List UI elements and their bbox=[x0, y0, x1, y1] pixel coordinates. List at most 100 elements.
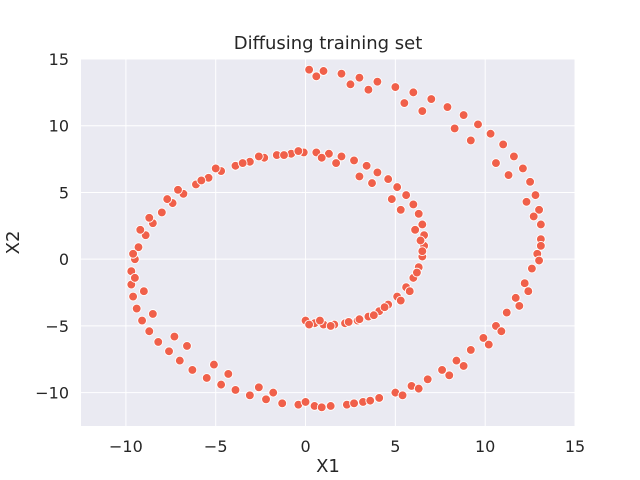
data-point bbox=[336, 68, 347, 79]
data-point bbox=[131, 303, 142, 314]
data-point bbox=[201, 373, 212, 383]
data-point bbox=[277, 398, 288, 409]
data-point bbox=[449, 123, 460, 134]
data-point bbox=[372, 76, 383, 87]
data-point bbox=[253, 382, 264, 393]
data-point bbox=[349, 155, 359, 166]
data-point bbox=[316, 402, 327, 413]
data-point bbox=[169, 331, 180, 342]
data-point bbox=[148, 309, 158, 319]
data-point bbox=[528, 211, 539, 222]
chart-title: Diffusing training set bbox=[234, 33, 423, 54]
data-point bbox=[361, 160, 372, 171]
data-point bbox=[392, 182, 403, 192]
data-point bbox=[139, 286, 149, 297]
data-point bbox=[442, 102, 453, 112]
data-point bbox=[144, 326, 155, 337]
data-point bbox=[354, 314, 365, 325]
x-tick-label: −5 bbox=[204, 437, 228, 456]
x-tick-label: 5 bbox=[390, 437, 400, 456]
data-point bbox=[128, 291, 138, 302]
data-points bbox=[126, 64, 546, 413]
data-point bbox=[491, 158, 501, 168]
data-point bbox=[395, 295, 406, 306]
data-point bbox=[534, 204, 544, 215]
data-point bbox=[417, 106, 428, 116]
data-point bbox=[237, 158, 248, 168]
data-point bbox=[408, 87, 419, 98]
data-point bbox=[187, 365, 198, 375]
data-point bbox=[315, 315, 325, 326]
data-point bbox=[530, 190, 541, 200]
x-tick-label: 15 bbox=[565, 437, 585, 456]
tick-labels: −10 −5 0 5 10 15 −10 −5 0 5 10 15 bbox=[35, 50, 585, 456]
data-point bbox=[300, 397, 311, 407]
data-point bbox=[478, 333, 489, 343]
data-point bbox=[343, 317, 354, 327]
data-point bbox=[527, 263, 537, 274]
data-point bbox=[451, 355, 462, 366]
data-point bbox=[173, 184, 183, 195]
data-point bbox=[383, 174, 394, 184]
data-point bbox=[363, 84, 374, 95]
data-point bbox=[368, 310, 379, 321]
data-point bbox=[354, 171, 365, 182]
data-point bbox=[261, 394, 271, 405]
data-point bbox=[304, 64, 314, 75]
data-point bbox=[521, 196, 532, 207]
data-point bbox=[518, 163, 528, 174]
data-point bbox=[279, 150, 289, 160]
y-tick-label: 10 bbox=[49, 117, 69, 136]
data-point bbox=[216, 379, 226, 390]
data-point bbox=[417, 246, 428, 257]
data-point bbox=[501, 307, 512, 318]
data-point bbox=[401, 190, 411, 200]
y-tick-label: −5 bbox=[45, 317, 69, 336]
data-point bbox=[390, 82, 401, 92]
data-point bbox=[465, 345, 476, 355]
data-point bbox=[408, 199, 419, 210]
data-point bbox=[437, 365, 447, 375]
data-point bbox=[336, 151, 347, 162]
data-point bbox=[144, 212, 155, 223]
data-point bbox=[404, 286, 415, 297]
data-point bbox=[325, 321, 336, 331]
data-point bbox=[316, 152, 327, 163]
data-point bbox=[345, 79, 356, 90]
data-point bbox=[331, 158, 341, 168]
data-point bbox=[458, 361, 469, 371]
data-point bbox=[318, 66, 329, 76]
data-point bbox=[293, 146, 304, 156]
data-point bbox=[519, 278, 530, 289]
data-point bbox=[444, 370, 455, 381]
data-point bbox=[311, 71, 322, 82]
data-point bbox=[413, 208, 424, 219]
data-point bbox=[182, 341, 192, 351]
grid bbox=[81, 58, 576, 426]
data-point bbox=[485, 128, 496, 139]
data-point bbox=[354, 72, 365, 83]
data-point bbox=[365, 395, 376, 406]
data-point bbox=[426, 94, 437, 104]
data-point bbox=[525, 176, 535, 187]
data-point bbox=[245, 390, 255, 401]
data-point bbox=[162, 194, 173, 204]
data-point bbox=[536, 219, 546, 230]
data-point bbox=[410, 224, 420, 235]
x-axis-label: X1 bbox=[316, 456, 340, 477]
data-point bbox=[209, 359, 219, 370]
data-point bbox=[349, 398, 359, 409]
data-point bbox=[422, 374, 433, 385]
y-tick-label: 0 bbox=[59, 250, 69, 269]
data-point bbox=[304, 319, 314, 330]
data-point bbox=[196, 175, 207, 186]
data-point bbox=[458, 110, 469, 120]
x-tick-label: 10 bbox=[475, 437, 495, 456]
x-tick-label: −10 bbox=[109, 437, 143, 456]
data-point bbox=[534, 255, 544, 266]
data-point bbox=[503, 170, 514, 180]
data-point bbox=[325, 401, 336, 411]
data-point bbox=[473, 119, 483, 130]
x-tick-label: 0 bbox=[300, 437, 310, 456]
